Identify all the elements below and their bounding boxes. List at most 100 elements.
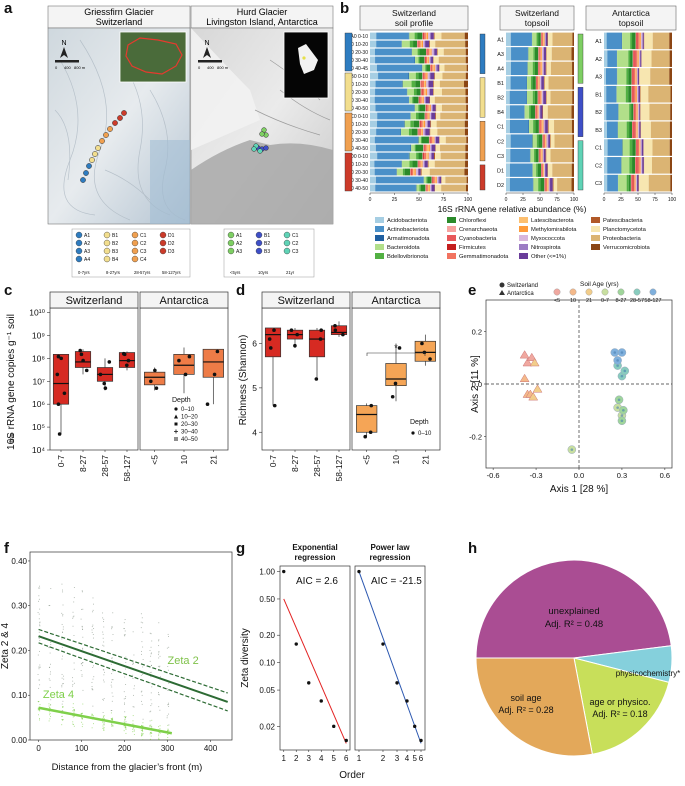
g-pow-aic: AIC = -21.5 <box>371 576 422 587</box>
b-profile-bar <box>435 112 437 120</box>
f-zeta2-point <box>125 684 127 685</box>
f-zeta2-point <box>39 625 41 627</box>
legend-ch-label: B4 <box>112 257 118 263</box>
b-profile-bar <box>433 80 434 88</box>
e-legend-age-marker <box>617 288 625 296</box>
b-profile-bar <box>418 128 419 136</box>
b-profile-bar <box>431 112 436 120</box>
f-zeta4-point <box>111 718 113 720</box>
legend-ch-label: A4 <box>84 257 90 263</box>
b-profile-bar <box>420 168 422 176</box>
b-antop-bar <box>604 85 607 103</box>
b-profile-bar <box>430 104 432 112</box>
b-antop-bar <box>637 50 639 67</box>
b-chtop-bar <box>536 163 538 177</box>
b-profile-bar <box>425 120 428 128</box>
b-profile-label: B0 10-20 <box>348 82 369 88</box>
f-zeta2-point <box>149 672 151 674</box>
c-y-tick-label: 10⁷ <box>32 376 45 386</box>
f-zeta4-point <box>49 714 51 716</box>
b-legend-swatch <box>447 235 456 241</box>
b-profile-bar <box>429 88 434 96</box>
e-point-antarctica <box>532 384 543 393</box>
f-zeta2-point <box>48 678 50 680</box>
f-zeta4-point <box>150 735 152 737</box>
b-chtop-bar <box>506 47 512 61</box>
f-zeta2-point <box>39 587 41 589</box>
e-point-core <box>622 408 625 412</box>
f-zeta2-point <box>103 679 105 681</box>
b-profile-bar <box>414 144 416 152</box>
f-zeta2-point <box>132 664 134 665</box>
b-profile-bar <box>424 128 426 136</box>
e-legend-age-marker <box>601 288 609 296</box>
c-y-tick-label: 10⁶ <box>32 399 45 409</box>
f-y-tick-label: 0.20 <box>11 646 27 655</box>
map2-scale-800: 800 m <box>217 65 229 70</box>
b-antop-bar <box>631 174 634 192</box>
b-antop-bar <box>641 50 652 67</box>
b-chtop-bar <box>541 119 543 134</box>
d-ylabel: Richness (Shannon) <box>238 335 249 426</box>
f-zeta4-point <box>125 728 127 730</box>
f-zeta4-point <box>103 730 105 731</box>
legend-ch-label: B2 <box>112 241 118 247</box>
f-zeta2-point <box>123 628 125 630</box>
f-zeta2-point <box>157 684 159 686</box>
g-exp-title-2: regression <box>295 553 336 562</box>
b-legend-swatch <box>519 226 528 232</box>
b-profile-bar <box>466 104 468 112</box>
e-legend-age-label: 10 <box>570 298 576 304</box>
f-zeta2-point <box>110 684 112 686</box>
f-zeta2-point <box>159 665 161 667</box>
f-zeta4-point <box>124 722 126 724</box>
c-legend-marker <box>174 414 178 419</box>
b-antop-bar <box>606 32 622 50</box>
b-chtop-bar <box>539 61 541 76</box>
h-slice <box>475 657 593 757</box>
b-antop-bar <box>626 121 630 139</box>
b-chtop-bar <box>552 163 572 177</box>
b-profile-bar <box>402 80 412 88</box>
legend-ch-dot <box>103 231 111 239</box>
f-zeta2-point <box>111 660 113 662</box>
b-profile-bar <box>430 32 431 40</box>
b-profile-bar <box>427 120 428 128</box>
b-profile-bar <box>439 136 446 144</box>
f-zeta4-point <box>72 723 74 725</box>
f-zeta2-point <box>61 638 63 640</box>
f-zeta2-point <box>82 662 84 664</box>
b-chtop-bar <box>536 134 539 148</box>
h-slice-label-0: unexplained <box>548 606 599 617</box>
f-zeta2-point <box>125 668 127 670</box>
b-antop-bar <box>635 85 637 103</box>
b-antop-label: C3 <box>595 181 602 187</box>
b-profile-bar <box>437 176 439 184</box>
b-antop-bar <box>604 50 608 67</box>
b-profile-label: D0 10-20 <box>347 162 368 168</box>
b-profile-bar <box>418 168 421 176</box>
b-chtop-bar <box>571 178 574 192</box>
f-zeta2-point <box>112 634 114 635</box>
f-zeta4-point <box>72 716 74 718</box>
b-profile-bar <box>434 64 436 72</box>
c-legend-label: 30–40 <box>181 430 198 436</box>
b-profile-bar <box>435 40 466 48</box>
b-profile-bar <box>413 96 419 104</box>
b-profile-bar <box>419 128 421 136</box>
b-antop-bar <box>640 103 650 121</box>
f-zeta2-point <box>150 652 152 654</box>
f-zeta2-point <box>61 677 63 679</box>
g-pow-x-tick-label: 4 <box>405 754 410 763</box>
b-chtop-bar <box>571 163 574 177</box>
b-profile-bar <box>424 56 426 64</box>
f-zeta2-point <box>111 640 113 642</box>
b-profile-bar <box>421 40 424 48</box>
g-y-tick-label: 0.02 <box>259 722 275 731</box>
f-zeta2-point <box>158 694 160 696</box>
e-point-antarctica <box>519 373 530 382</box>
f-zeta2-point <box>81 665 83 667</box>
f-zeta2-point <box>157 665 159 667</box>
b-profile-bar <box>422 160 424 168</box>
b-profile-bar <box>431 104 433 112</box>
